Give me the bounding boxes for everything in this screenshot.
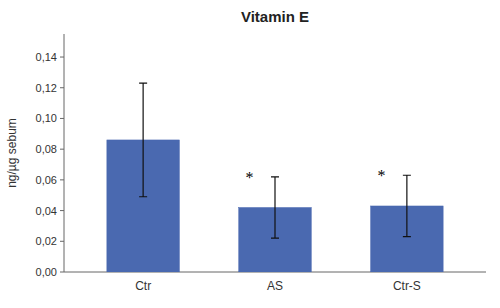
y-axis-label: ng/µg sebum: [5, 118, 19, 188]
y-tick: [60, 179, 64, 180]
x-tick-label: AS: [267, 279, 283, 293]
x-tick-label: Ctr-S: [393, 279, 421, 293]
y-tick-label: 0,00: [36, 266, 57, 278]
plot-area: [107, 83, 443, 272]
y-tick: [60, 149, 64, 150]
error-bar: [139, 83, 147, 197]
y-tick-label: 0,04: [36, 205, 57, 217]
y-axis-line: [64, 34, 65, 272]
error-bar: [403, 175, 411, 236]
y-tick: [60, 272, 64, 273]
y-tick-label: 0,10: [36, 112, 57, 124]
y-tick: [60, 210, 64, 211]
significance-label: *: [246, 169, 254, 186]
y-tick-label: 0,14: [36, 51, 57, 63]
x-tick-label: Ctr: [135, 279, 151, 293]
y-tick: [60, 118, 64, 119]
significance-label: *: [377, 167, 385, 184]
y-tick: [60, 87, 64, 88]
error-bar: [271, 177, 279, 238]
y-tick-label: 0,06: [36, 174, 57, 186]
y-tick-label: 0,12: [36, 82, 57, 94]
y-tick-label: 0,02: [36, 235, 57, 247]
y-tick: [60, 241, 64, 242]
y-tick: [60, 57, 64, 58]
y-tick-label: 0,08: [36, 143, 57, 155]
chart: Vitamin E ng/µg sebum 0,00 0,02 0,04 0,06 0,08…: [0, 0, 500, 308]
title: Vitamin E: [241, 8, 309, 25]
